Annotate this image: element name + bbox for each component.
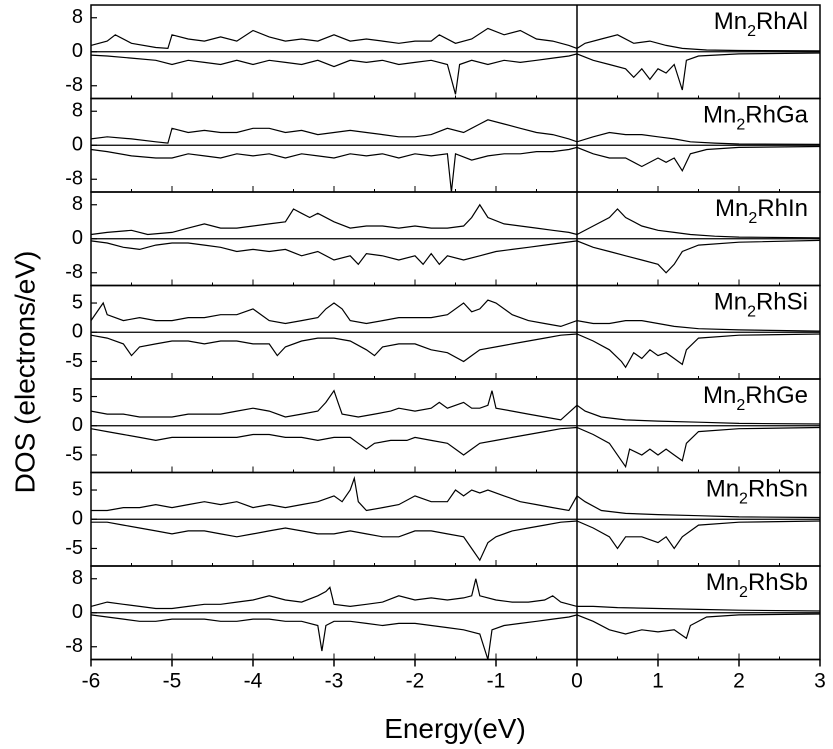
formula-element: Mn: [703, 382, 736, 409]
y-tick-label: 0: [72, 227, 83, 249]
formula-subscript: 2: [736, 117, 745, 134]
panel-label: Mn2RhAl: [714, 8, 808, 40]
panel-label: Mn2RhSn: [706, 476, 808, 508]
panel-label: Mn2RhSb: [706, 569, 808, 601]
spin-down-dos-line: [90, 145, 821, 193]
x-tick-label: 1: [652, 670, 664, 693]
spin-up-dos-line: [90, 578, 821, 612]
y-tick-label: -8: [65, 261, 83, 283]
formula-rest: RhAl: [756, 8, 808, 35]
y-tick-label: 8: [72, 567, 83, 589]
panel-label: Mn2RhSi: [714, 289, 808, 321]
panel-label: Mn2RhGe: [703, 382, 808, 414]
spin-down-dos-line: [90, 333, 821, 369]
formula-rest: RhIn: [757, 195, 808, 222]
spin-up-dos-line: [90, 203, 821, 239]
dos-panel-mn2rhga: 8 0 -8 Mn2RhGa: [65, 97, 821, 193]
formula-rest: RhGe: [745, 382, 808, 409]
y-tick-label: -5: [65, 537, 83, 559]
dos-panels: 80-8Mn2RhAl80-8Mn2RhGa80-8Mn2RhIn50-5Mn2…: [65, 4, 821, 661]
y-tick-label: 5: [72, 385, 83, 407]
y-tick-label: 5: [72, 291, 83, 313]
y-axis-title: DOS (electrons/eV): [9, 251, 40, 494]
spin-down-dos-line: [90, 239, 821, 274]
formula-subscript: 2: [747, 23, 756, 40]
spin-down-dos-line: [90, 613, 821, 660]
formula-subscript: 2: [747, 304, 756, 321]
y-tick-label: 0: [72, 40, 83, 62]
formula-rest: RhSn: [748, 476, 808, 503]
dos-panel-mn2rhsi: 5 0 -5 Mn2RhSi: [65, 284, 821, 380]
y-tick-label: 0: [72, 414, 83, 436]
spin-down-dos-line: [90, 426, 821, 469]
y-tick-label: 5: [72, 478, 83, 500]
x-tick-label: -6: [82, 670, 101, 693]
y-tick-label: 8: [72, 100, 83, 122]
formula-rest: RhSi: [756, 289, 808, 316]
formula-rest: RhGa: [745, 102, 808, 129]
spin-up-dos-line: [90, 299, 821, 332]
dos-panel-mn2rhin: 8 0 -8 Mn2RhIn: [65, 191, 821, 287]
x-tick-label: -2: [406, 670, 425, 693]
x-tick-label: -5: [163, 670, 182, 693]
x-tick-label: 3: [814, 670, 826, 693]
formula-element: Mn: [715, 195, 748, 222]
spin-down-dos-line: [90, 52, 821, 95]
y-tick-label: -8: [65, 74, 83, 96]
y-tick-label: 0: [72, 601, 83, 623]
formula-rest: RhSb: [748, 569, 808, 596]
y-tick-label: 0: [72, 134, 83, 156]
formula-element: Mn: [703, 102, 736, 129]
formula-subscript: 2: [739, 584, 748, 601]
dos-panel-mn2rhge: 5 0 -5 Mn2RhGe: [65, 378, 821, 474]
x-axis: -6 -5 -4 -3 -2 -1 0 1 2 3: [82, 658, 826, 693]
formula-element: Mn: [714, 8, 747, 35]
dos-panel-mn2rhsn: 5 0 -5 Mn2RhSn: [65, 471, 821, 567]
spin-down-dos-line: [91, 520, 821, 562]
dos-panel-mn2rhal: 8 0 -8 Mn2RhAl: [65, 4, 821, 100]
formula-element: Mn: [706, 569, 739, 596]
spin-up-dos-line: [90, 119, 821, 145]
y-tick-label: -5: [65, 443, 83, 465]
y-tick-label: 8: [72, 193, 83, 215]
y-tick-label: -5: [65, 350, 83, 372]
formula-subscript: 2: [739, 491, 748, 508]
spin-up-dos-line: [90, 389, 821, 425]
y-tick-label: -8: [65, 168, 83, 190]
y-tick-label: -8: [65, 635, 83, 657]
x-axis-title: Energy(eV): [384, 713, 526, 744]
x-tick-label: -1: [487, 670, 506, 693]
dos-panel-mn2rhsb: 8 0 -8 Mn2RhSb: [65, 565, 821, 661]
formula-subscript: 2: [736, 397, 745, 414]
x-tick-label: 0: [571, 670, 583, 693]
x-tick-label: -4: [244, 670, 263, 693]
spin-up-dos-line: [90, 27, 821, 52]
formula-subscript: 2: [748, 210, 757, 227]
panel-label: Mn2RhGa: [703, 102, 809, 134]
y-tick-label: 8: [72, 6, 83, 28]
panel-label: Mn2RhIn: [715, 195, 808, 227]
formula-element: Mn: [714, 289, 747, 316]
y-tick-label: 0: [72, 321, 83, 343]
x-tick-label: -3: [325, 670, 344, 693]
formula-element: Mn: [706, 476, 739, 503]
x-tick-label: 2: [733, 670, 745, 693]
y-tick-label: 0: [72, 508, 83, 530]
spin-up-dos-line: [91, 475, 821, 519]
